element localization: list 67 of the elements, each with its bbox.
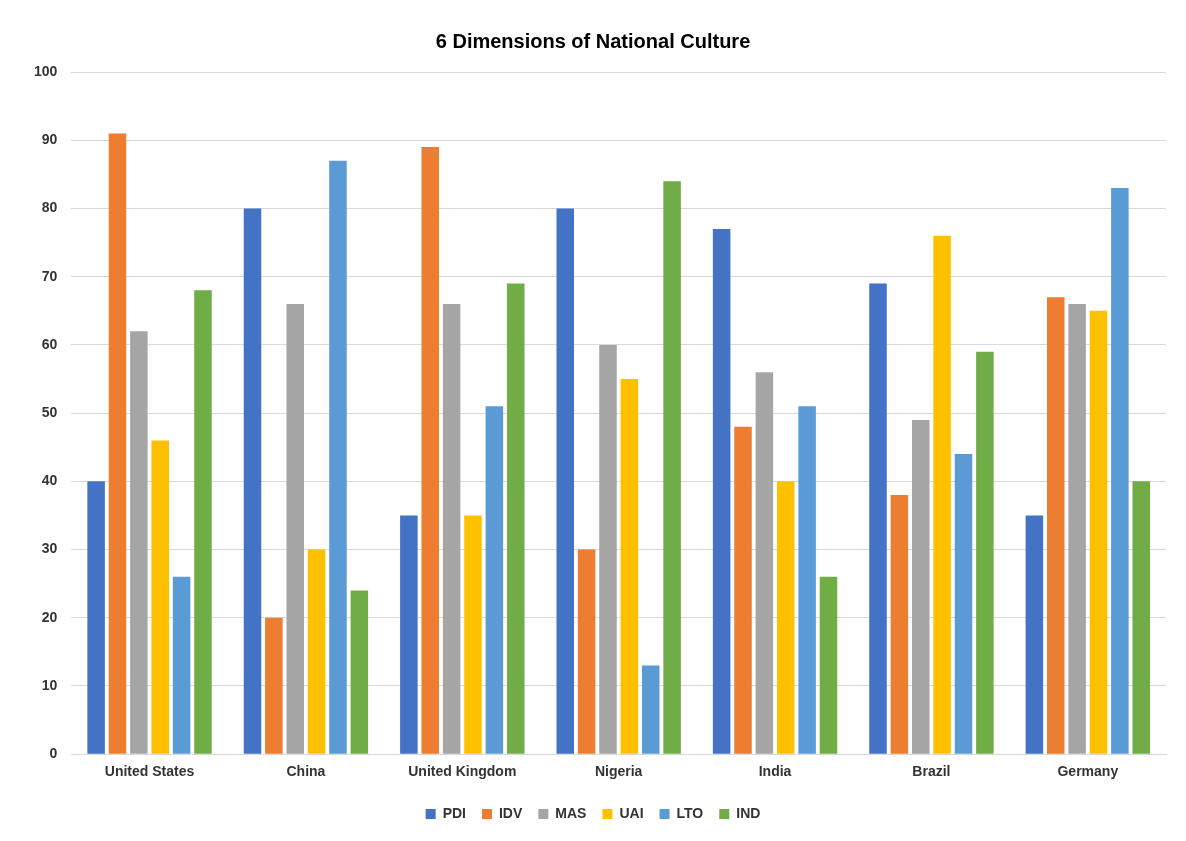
bar xyxy=(798,406,816,754)
bar xyxy=(464,515,482,754)
y-tick-label: 40 xyxy=(41,472,58,489)
bar xyxy=(130,331,148,754)
bar xyxy=(87,481,105,754)
bar xyxy=(776,481,795,754)
bar xyxy=(1089,310,1108,754)
bar xyxy=(1025,515,1044,754)
x-tick-label: Nigeria xyxy=(594,763,643,780)
y-tick-label: 70 xyxy=(41,267,58,284)
bar xyxy=(1111,187,1129,754)
bar xyxy=(755,372,774,754)
x-tick-label: United States xyxy=(104,763,195,780)
x-tick-label: China xyxy=(286,763,326,780)
bar xyxy=(734,426,752,754)
y-tick-label: 50 xyxy=(41,403,58,420)
bar xyxy=(400,515,418,754)
bar xyxy=(599,344,617,754)
y-tick-label: 90 xyxy=(41,131,58,148)
legend-label: MAS xyxy=(555,804,587,821)
bar xyxy=(620,378,639,754)
bar xyxy=(151,440,169,754)
bar xyxy=(1046,297,1065,754)
bar xyxy=(577,549,596,754)
legend-label: LTO xyxy=(676,804,704,821)
bar xyxy=(265,617,283,754)
bar xyxy=(194,290,212,754)
bar xyxy=(307,549,326,754)
bar xyxy=(933,235,951,754)
bar xyxy=(442,303,461,754)
bar xyxy=(641,665,660,754)
bar xyxy=(556,208,575,754)
y-tick-label: 30 xyxy=(41,540,58,557)
bar xyxy=(1132,481,1150,754)
x-tick-label: Brazil xyxy=(912,763,951,780)
bar xyxy=(506,283,525,754)
legend-label: UAI xyxy=(619,804,644,821)
y-tick-label: 10 xyxy=(41,676,58,693)
bar xyxy=(712,228,731,754)
bar xyxy=(1068,303,1086,754)
legend-label: IND xyxy=(736,804,761,821)
bar xyxy=(976,351,994,754)
y-tick-label: 100 xyxy=(34,62,58,79)
bar xyxy=(911,419,930,754)
bar xyxy=(485,406,504,754)
bar xyxy=(329,160,347,754)
x-tick-label: Germany xyxy=(1057,763,1119,780)
y-tick-label: 60 xyxy=(41,335,58,352)
y-tick-label: 0 xyxy=(49,745,58,762)
bar xyxy=(869,283,887,754)
x-tick-label: United Kingdom xyxy=(408,763,517,780)
legend-label: IDV xyxy=(498,804,523,821)
bar xyxy=(172,576,191,754)
bar xyxy=(286,303,304,754)
chart-title: 6 Dimensions of National Culture xyxy=(435,29,751,52)
y-tick-label: 20 xyxy=(41,608,58,625)
bar xyxy=(421,147,440,754)
bar xyxy=(350,590,369,754)
bar xyxy=(819,576,838,754)
bar xyxy=(108,133,127,754)
y-tick-label: 80 xyxy=(41,199,58,216)
bar xyxy=(954,454,973,754)
legend-label: PDI xyxy=(442,804,466,821)
bar xyxy=(243,208,262,754)
bar xyxy=(890,494,909,754)
bar xyxy=(663,181,681,754)
x-tick-label: India xyxy=(758,763,792,780)
